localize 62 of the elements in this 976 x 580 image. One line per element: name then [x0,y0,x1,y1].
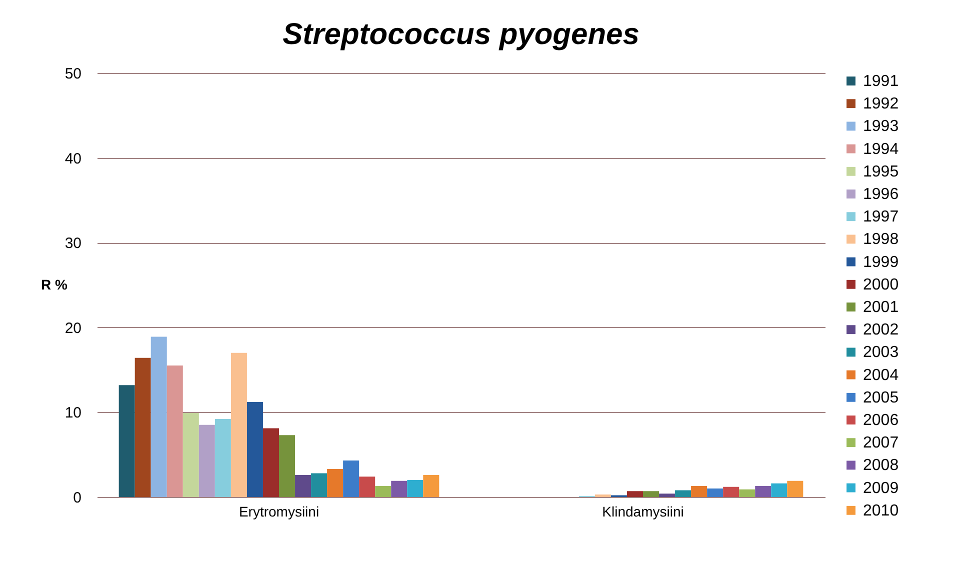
bar [723,486,740,497]
bar [739,489,756,497]
legend-label: 1993 [863,118,899,136]
legend-label: 2004 [863,366,899,384]
legend-label: 2000 [863,276,899,294]
bar [166,366,183,497]
bar [327,469,344,497]
legend-label: 2005 [863,389,899,406]
bar [230,352,247,497]
bar [755,486,772,497]
y-tick-label: 40 [64,150,82,168]
bar [423,474,440,497]
legend-label: 1996 [863,186,899,203]
bar [659,494,676,497]
y-tick-label: 10 [64,404,82,422]
bar [407,480,424,497]
bar [262,428,279,497]
bar [279,435,296,497]
legend-label: 2002 [863,322,899,339]
legend-label: 2003 [863,344,899,362]
legend-label: 1991 [863,73,899,90]
bar [643,491,660,497]
bar [246,402,263,497]
bar [375,486,392,497]
bar [675,490,692,497]
bar [150,336,167,497]
bar [182,413,199,497]
bar [198,424,215,497]
bar [594,494,611,497]
chart-title: Streptococcus pyogenes [282,18,640,51]
legend-label: 2006 [863,412,899,429]
y-tick-label: 30 [64,235,82,252]
legend-label: 1999 [863,254,899,271]
bar [134,358,151,497]
bar [343,460,360,497]
legend-label: 1998 [863,231,899,248]
legend-label: 2001 [863,299,899,316]
x-tick-label: Klindamysiini [602,504,684,520]
legend-label: 2008 [863,457,899,474]
x-tick-label: Erytromysiini [238,504,320,520]
bar [295,474,312,497]
y-axis-title: R % [41,276,68,292]
legend-label: 2007 [863,434,899,452]
legend-label: 2010 [863,502,899,520]
bar [214,418,231,497]
bar [626,491,643,497]
legend-label: 1995 [863,163,899,180]
y-tick-label: 50 [64,66,82,82]
bar [391,480,408,497]
bar [707,488,724,497]
legend-label: 1997 [863,208,899,226]
bar [311,473,328,497]
bar [359,476,376,497]
legend-label: 1992 [863,96,899,113]
bar [787,480,804,497]
legend-label: 1994 [863,140,899,158]
bar [771,483,788,497]
y-tick-label: 20 [64,320,82,337]
y-tick-label: 0 [73,490,82,506]
bar [118,385,135,497]
legend-label: 2009 [863,480,899,497]
bar [691,486,708,497]
